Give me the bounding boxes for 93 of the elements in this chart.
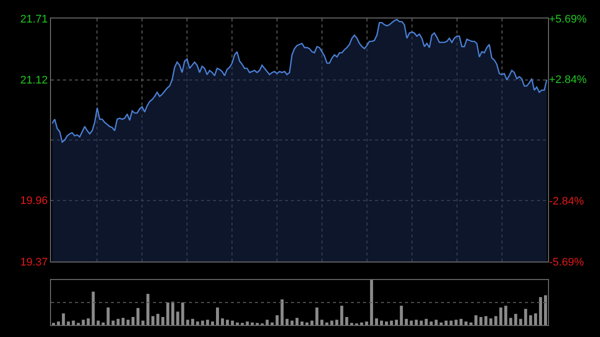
bar xyxy=(246,322,249,326)
bar xyxy=(141,320,144,326)
bar xyxy=(112,320,115,326)
bar xyxy=(460,318,463,326)
bar xyxy=(230,320,234,326)
bar xyxy=(166,302,170,326)
bar xyxy=(82,320,85,326)
bar xyxy=(126,320,130,326)
bar xyxy=(310,320,314,326)
bar xyxy=(102,322,105,326)
bar xyxy=(191,318,194,326)
bar xyxy=(430,322,433,326)
bar xyxy=(494,316,498,326)
bar xyxy=(132,317,134,326)
bar xyxy=(519,318,522,326)
bar xyxy=(484,316,488,326)
bar xyxy=(106,308,110,326)
bar xyxy=(186,320,190,326)
bar xyxy=(529,315,532,326)
bar xyxy=(226,320,229,326)
bar xyxy=(211,322,214,326)
bar xyxy=(345,317,348,326)
bar xyxy=(375,318,378,326)
y2-tick-label: +2.84% xyxy=(549,74,587,86)
bar xyxy=(151,316,154,326)
bar xyxy=(479,317,482,326)
bar xyxy=(434,320,438,326)
bar xyxy=(474,315,478,326)
bar xyxy=(72,320,75,326)
bar xyxy=(220,318,224,326)
bar xyxy=(335,320,338,326)
bar xyxy=(201,320,204,326)
bar xyxy=(116,318,120,326)
bar xyxy=(454,320,458,326)
bar xyxy=(544,295,548,326)
bar xyxy=(206,320,210,326)
bar xyxy=(136,308,140,326)
bar xyxy=(499,308,502,326)
bar xyxy=(539,297,542,326)
y-tick-label: 19.96 xyxy=(20,195,48,208)
bar xyxy=(394,320,398,326)
bar xyxy=(489,318,492,326)
bar xyxy=(62,313,65,326)
y2-tick-label: -5.69% xyxy=(549,256,584,268)
y2-tick-label: -2.84% xyxy=(549,196,584,208)
bar xyxy=(286,318,289,326)
bar xyxy=(360,322,364,326)
bar xyxy=(414,320,418,326)
bar xyxy=(380,320,383,326)
bar xyxy=(305,322,308,326)
bar xyxy=(56,322,60,326)
bar xyxy=(440,322,443,326)
bar xyxy=(330,320,334,326)
bar xyxy=(325,322,328,326)
bar xyxy=(514,314,518,326)
bar xyxy=(390,320,393,326)
bar xyxy=(196,322,200,326)
bar xyxy=(410,320,413,326)
bar xyxy=(365,322,368,326)
y-tick-label: 19.37 xyxy=(20,256,48,268)
y2-tick-label: +5.69% xyxy=(549,13,587,26)
bar xyxy=(250,322,254,326)
bar xyxy=(161,317,164,326)
bar xyxy=(156,314,160,326)
bar xyxy=(400,306,403,326)
bar xyxy=(404,318,408,326)
y-tick-label: 21.12 xyxy=(20,74,48,87)
y-tick-label: 21.71 xyxy=(20,13,48,26)
bar xyxy=(146,294,150,326)
bar xyxy=(236,322,239,326)
bar xyxy=(296,318,299,326)
bar xyxy=(276,315,279,326)
bar xyxy=(534,313,538,326)
bar xyxy=(450,320,453,326)
bar xyxy=(280,299,284,326)
bar xyxy=(266,320,269,326)
bar xyxy=(370,280,374,326)
bar xyxy=(469,322,472,326)
bar xyxy=(86,318,90,326)
bar xyxy=(444,320,448,326)
bar xyxy=(464,322,468,326)
bar xyxy=(320,320,324,326)
bar xyxy=(181,302,184,326)
bar xyxy=(290,320,294,326)
bar xyxy=(270,322,274,326)
bar xyxy=(216,308,219,326)
bar xyxy=(122,318,125,326)
bar xyxy=(315,308,318,326)
bar xyxy=(96,320,100,326)
bar xyxy=(300,322,304,326)
bar xyxy=(524,308,528,326)
bar xyxy=(384,322,388,326)
bar xyxy=(66,322,70,326)
